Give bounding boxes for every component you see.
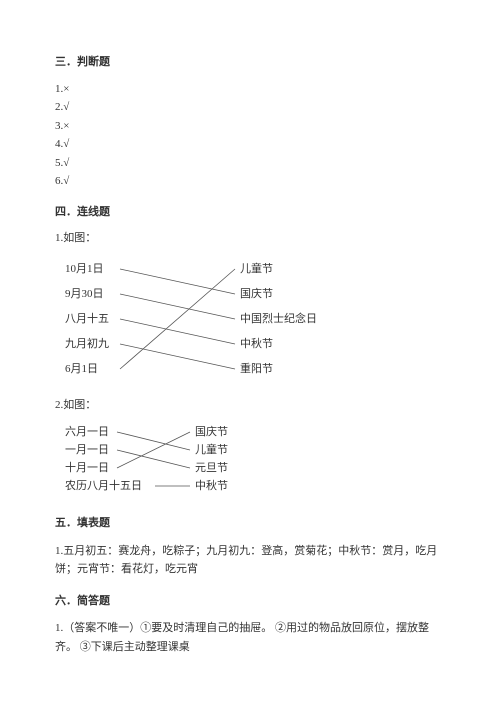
svg-text:一月一日: 一月一日	[65, 444, 109, 456]
svg-text:重阳节: 重阳节	[240, 361, 273, 375]
matching-diagram-2: 六月一日一月一日十月一日农历八月十五日 国庆节儿童节元旦节中秋节	[55, 423, 445, 501]
svg-text:国庆节: 国庆节	[240, 286, 273, 300]
judge-item: 5.√	[55, 155, 445, 172]
svg-text:九月初九: 九月初九	[65, 336, 109, 350]
matching-q1-label: 1.如图：	[55, 230, 445, 247]
svg-text:9月30日: 9月30日	[65, 288, 104, 300]
judge-item: 2.√	[55, 99, 445, 116]
svg-text:农历八月十五日: 农历八月十五日	[65, 478, 142, 492]
judge-item: 1.×	[55, 81, 445, 98]
fill-answer-1: 1.五月初五：赛龙舟，吃粽子；九月初九：登高，赏菊花；中秋节：赏月，吃月饼；元宵…	[55, 542, 445, 579]
svg-text:6月1日: 6月1日	[65, 363, 98, 375]
section-4-title: 四．连线题	[55, 204, 445, 221]
document-page: 三．判断题 1.× 2.√ 3.× 4.√ 5.√ 6.√ 四．连线题 1.如图…	[0, 0, 500, 681]
svg-text:中秋节: 中秋节	[195, 478, 228, 492]
matching-q2-label: 2.如图：	[55, 397, 445, 414]
judge-item: 6.√	[55, 173, 445, 190]
svg-text:中国烈士纪念日: 中国烈士纪念日	[240, 311, 317, 325]
section-6-title: 六．简答题	[55, 593, 445, 610]
svg-text:十月一日: 十月一日	[65, 460, 109, 474]
svg-text:10月1日: 10月1日	[65, 263, 104, 275]
svg-text:六月一日: 六月一日	[65, 425, 109, 438]
judge-item: 3.×	[55, 118, 445, 135]
svg-text:国庆节: 国庆节	[195, 424, 228, 438]
section-5-title: 五．填表题	[55, 515, 445, 532]
matching-svg-1: 10月1日 9月30日八月十五九月初九 6月1日 儿童节国庆节中国烈士纪念日中秋节重阳…	[55, 257, 335, 387]
svg-text:元旦节: 元旦节	[195, 461, 228, 474]
svg-text:儿童节: 儿童节	[240, 261, 273, 275]
section-3-title: 三．判断题	[55, 54, 445, 71]
matching-svg-2: 六月一日一月一日十月一日农历八月十五日 国庆节儿童节元旦节中秋节	[55, 423, 285, 501]
matching-diagram-1: 10月1日 9月30日八月十五九月初九 6月1日 儿童节国庆节中国烈士纪念日中秋节重阳…	[55, 257, 445, 387]
short-answer-1: 1.（答案不唯一）①要及时清理自己的抽屉。 ②用过的物品放回原位，摆放整齐。 ③…	[55, 619, 445, 656]
judge-item: 4.√	[55, 136, 445, 153]
svg-text:八月十五: 八月十五	[65, 311, 109, 325]
svg-text:中秋节: 中秋节	[240, 336, 273, 350]
judgement-answers: 1.× 2.√ 3.× 4.√ 5.√ 6.√	[55, 81, 445, 190]
svg-text:儿童节: 儿童节	[195, 442, 228, 456]
